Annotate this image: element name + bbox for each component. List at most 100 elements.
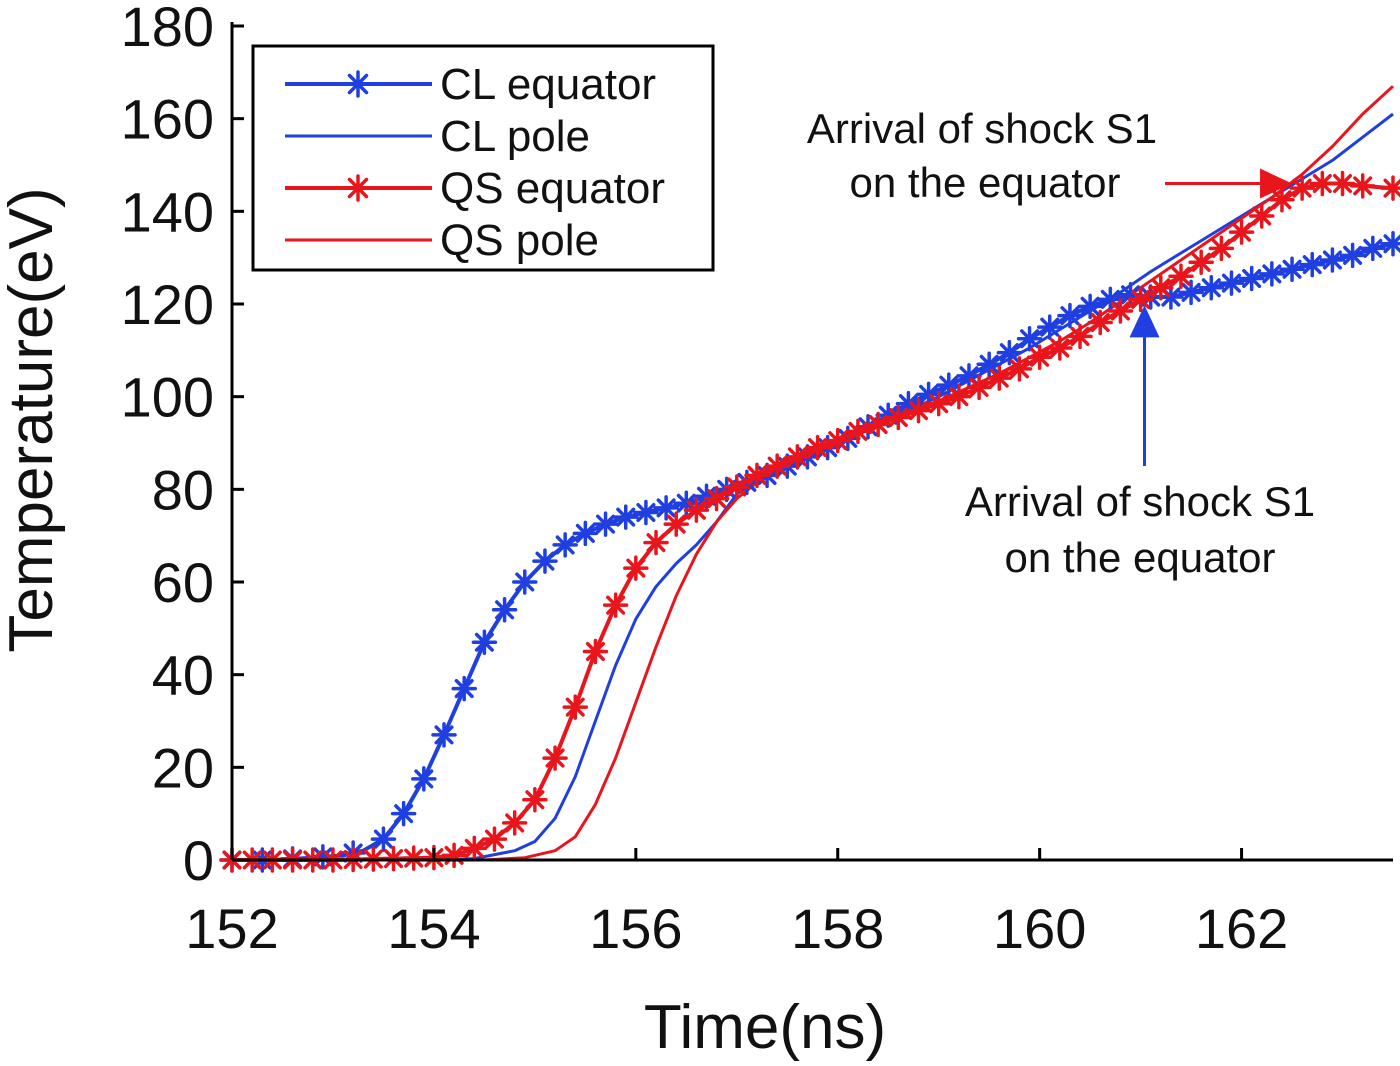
data-point-marker xyxy=(824,427,851,454)
data-point-marker xyxy=(491,597,518,623)
data-point-marker xyxy=(804,434,831,461)
legend-item: QS pole xyxy=(285,216,599,265)
data-point-marker xyxy=(1238,265,1265,292)
data-point-marker xyxy=(400,845,427,871)
data-point-marker xyxy=(1168,263,1194,289)
data-point-marker xyxy=(411,766,437,792)
annotation-text: Arrival of shock S1 xyxy=(965,478,1315,525)
data-point-marker xyxy=(663,511,689,537)
data-point-marker xyxy=(1329,170,1356,197)
data-point-marker xyxy=(845,418,871,445)
y-tick-label: 80 xyxy=(152,458,214,521)
x-tick-label: 154 xyxy=(387,897,480,960)
data-point-marker xyxy=(986,365,1013,391)
data-point-marker xyxy=(481,826,508,852)
legend-label: QS pole xyxy=(440,216,599,265)
data-point-marker xyxy=(784,444,811,470)
data-point-marker xyxy=(633,499,659,526)
data-point-marker xyxy=(1279,256,1305,282)
x-tick-label: 156 xyxy=(589,897,682,960)
y-tick-label: 180 xyxy=(121,0,214,58)
annotation-text: on the equator xyxy=(1005,534,1276,581)
data-point-marker xyxy=(885,404,912,431)
data-point-marker xyxy=(1208,235,1235,262)
data-point-marker xyxy=(1188,249,1214,276)
annotation-arrow-head xyxy=(1129,305,1160,338)
data-point-marker xyxy=(1228,219,1255,245)
data-point-marker xyxy=(471,629,498,655)
data-point-marker xyxy=(996,339,1023,366)
data-point-marker xyxy=(1380,175,1400,201)
data-point-marker xyxy=(1036,314,1063,340)
data-point-marker xyxy=(532,548,558,574)
data-point-marker xyxy=(572,520,599,547)
data-point-marker xyxy=(390,800,417,827)
data-point-marker xyxy=(1269,187,1295,213)
data-point-marker xyxy=(1198,275,1225,301)
data-point-marker xyxy=(764,453,790,479)
data-point-marker xyxy=(1178,279,1204,306)
data-point-marker xyxy=(1249,203,1275,229)
data-point-marker xyxy=(1047,335,1073,361)
data-point-marker xyxy=(1148,275,1174,301)
y-tick-label: 120 xyxy=(121,273,214,336)
data-point-marker xyxy=(1057,302,1083,329)
data-point-marker xyxy=(1107,298,1134,324)
data-point-marker xyxy=(1026,344,1053,371)
data-point-marker xyxy=(602,592,629,618)
data-point-marker xyxy=(512,569,538,595)
annotation-red: Arrival of shock S1 on the equator xyxy=(807,105,1293,206)
data-point-marker xyxy=(653,495,679,521)
annotation-text: Arrival of shock S1 xyxy=(807,105,1157,152)
legend-label: CL equator xyxy=(440,60,656,109)
data-point-marker xyxy=(905,397,932,424)
annotation-blue: Arrival of shock S1 on the equator xyxy=(965,305,1315,581)
data-point-marker xyxy=(1349,173,1376,199)
legend-label: QS equator xyxy=(440,164,665,213)
data-point-marker xyxy=(683,497,710,523)
y-tick-label: 160 xyxy=(121,88,214,151)
data-point-marker xyxy=(1309,170,1336,197)
data-point-marker xyxy=(703,485,730,512)
y-axis: 0 20 40 60 80 100 120 140 160 180 xyxy=(121,0,244,892)
data-point-marker xyxy=(552,532,578,558)
data-point-marker xyxy=(724,474,750,500)
data-point-marker xyxy=(542,745,568,771)
data-point-marker xyxy=(1077,293,1103,320)
data-point-marker xyxy=(1299,251,1325,278)
y-tick-label: 60 xyxy=(152,551,214,614)
data-point-marker xyxy=(865,411,891,438)
data-point-marker xyxy=(976,351,1002,377)
data-point-marker xyxy=(1087,309,1113,336)
data-point-marker xyxy=(501,810,528,836)
x-tick-label: 158 xyxy=(791,897,884,960)
y-tick-label: 40 xyxy=(152,644,214,707)
x-axis: 152 154 156 158 160 162 xyxy=(185,848,1393,960)
data-point-marker xyxy=(925,390,952,417)
data-point-marker xyxy=(1289,175,1315,201)
x-tick-label: 160 xyxy=(993,897,1086,960)
legend-item: CL equator xyxy=(285,60,656,109)
data-point-marker xyxy=(1006,356,1033,382)
data-point-marker xyxy=(673,490,700,516)
data-point-marker xyxy=(592,511,619,537)
data-point-marker xyxy=(1259,261,1285,287)
x-tick-label: 152 xyxy=(185,897,278,960)
data-point-marker xyxy=(643,529,669,556)
data-point-marker xyxy=(370,826,397,852)
data-point-marker xyxy=(1127,286,1154,313)
annotation-text: on the equator xyxy=(850,159,1121,206)
legend-item: QS equator xyxy=(285,164,665,213)
legend-marker xyxy=(344,174,372,202)
data-point-marker xyxy=(946,383,972,410)
legend-label: CL pole xyxy=(440,112,590,161)
legend-marker xyxy=(344,70,372,98)
x-tick-label: 162 xyxy=(1195,897,1288,960)
data-point-marker xyxy=(431,722,457,748)
data-point-marker xyxy=(1319,247,1346,273)
y-tick-label: 100 xyxy=(121,366,214,429)
data-point-marker xyxy=(623,555,649,581)
